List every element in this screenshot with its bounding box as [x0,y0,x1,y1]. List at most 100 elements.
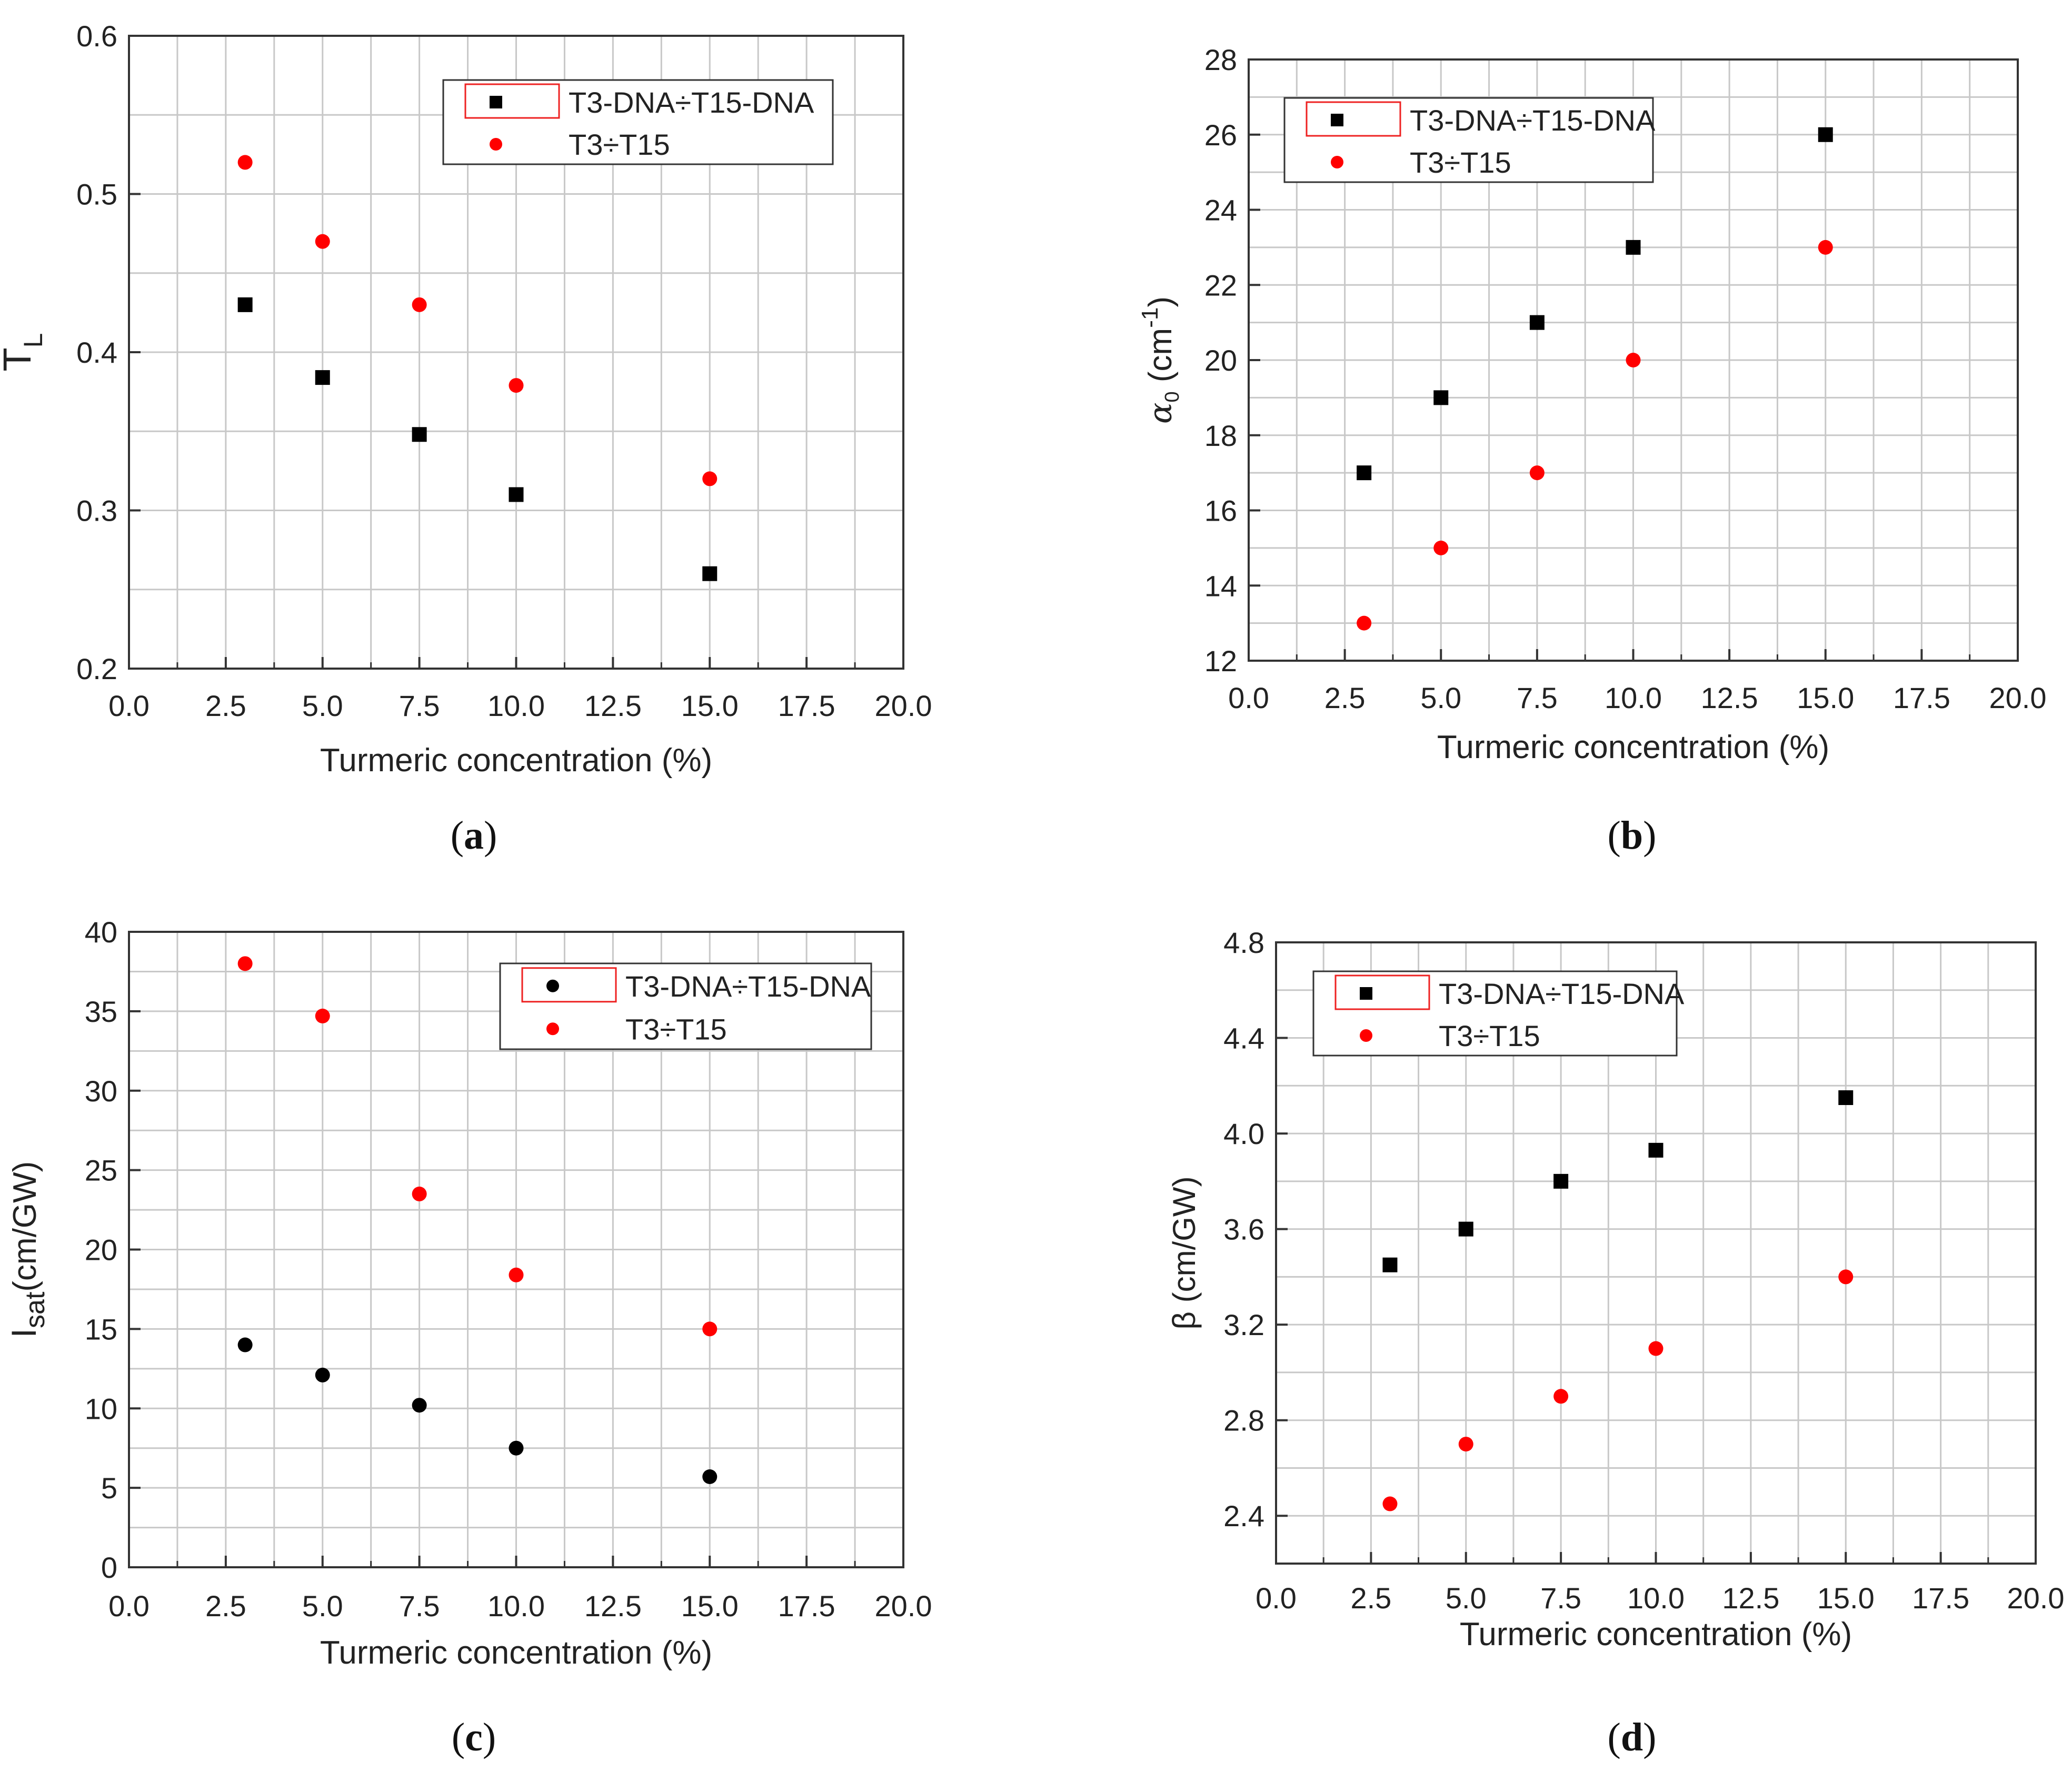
legend: T3-DNA÷T15-DNA T3÷T15 [499,962,872,1050]
chart-panel-c: 0.0 2.5 5.0 7.5 10.0 12.5 15.0 17.5 20.0 0 5 10 15 20… [4,916,932,1759]
data-point-square [315,370,330,385]
x-axis-title: Turmeric concentration (%) [320,742,712,779]
legend-label: T3-DNA÷T15-DNA [625,970,871,1003]
x-axis-title: Turmeric concentration (%) [1437,729,1829,765]
caption-paren-close: ) [483,1715,496,1759]
series-1 [237,297,718,581]
caption-letter: d [1621,1715,1643,1759]
y-tick-label: 0.3 [76,494,117,528]
legend-highlight-box [521,967,617,1003]
legend-marker-circle [1331,156,1343,168]
y-axis-title: TL [0,333,48,371]
y-axis-title-sub: sat [20,1291,51,1328]
legend-label: T3÷T15 [1410,146,1511,179]
y-tick-label: 16 [1204,494,1237,528]
x-tick-label: 5.0 [1420,681,1461,714]
y-axis-title-unit: (cm/GW) [7,1161,43,1292]
x-tick-label: 5.0 [1446,1581,1487,1615]
y-tick-label: 14 [1204,569,1237,602]
data-point-circle [1838,1269,1854,1285]
y-tick-label: 20 [85,1233,117,1267]
caption-letter: c [465,1715,483,1759]
x-tick-label: 2.5 [1324,681,1366,714]
y-tick-label: 24 [1204,194,1237,227]
y-tick-label: 0.6 [76,19,117,53]
y-tick-label: 18 [1204,419,1237,452]
x-tick-label: 20.0 [2007,1581,2065,1615]
x-tick-label: 10.0 [1627,1581,1685,1615]
data-point-square [412,427,427,442]
x-tick-label: 15.0 [681,1589,739,1623]
x-tick-label: 5.0 [302,1589,343,1623]
y-tick-label: 4.4 [1223,1022,1264,1055]
data-point-square [1818,127,1833,142]
caption-paren-open: ( [1608,813,1621,858]
data-point-square [509,487,524,502]
legend: T3-DNA÷T15-DNA T3÷T15 [442,79,834,165]
data-point-circle [1553,1389,1569,1404]
legend-box [442,79,834,165]
legend-label: T3-DNA÷T15-DNA [569,86,814,119]
y-tick-label: 26 [1204,118,1237,152]
series-2 [1382,1269,1854,1511]
x-tick-label: 2.5 [1350,1581,1391,1615]
x-tick-label: 10.0 [487,1589,545,1623]
y-axis-title-main: α [1142,402,1179,424]
series-2 [237,155,718,486]
data-point-circle [1529,465,1545,481]
caption-letter: a [464,813,484,858]
y-axis-title: Isat(cm/GW) [4,1161,51,1338]
x-tick-label: 0.0 [108,689,150,722]
y-axis-title: α0 (cm-1) [1137,296,1183,424]
legend-label: T3÷T15 [569,128,670,161]
x-tick-label: 12.5 [1722,1581,1779,1615]
x-tick-label: 20.0 [875,1589,932,1623]
caption-paren-close: ) [1643,813,1656,858]
x-tick-label: 5.0 [302,689,343,722]
y-tick-label: 4.8 [1223,926,1264,959]
data-point-circle [1626,353,1641,367]
series-1 [1382,1090,1854,1272]
legend-highlight-box [1334,974,1430,1010]
series-2 [1357,240,1833,631]
x-axis-title: Turmeric concentration (%) [1460,1616,1852,1653]
caption-paren-close: ) [1643,1715,1656,1759]
y-tick-label: 0.4 [76,336,117,369]
y-tick-label: 10 [85,1392,117,1425]
data-point-circle [315,234,330,249]
legend-label: T3÷T15 [625,1012,727,1046]
x-tick-label: 2.5 [205,1589,246,1623]
y-axis-title-main: β (cm/GW) [1167,1176,1202,1329]
data-point-circle [1458,1437,1473,1452]
data-point-circle [412,297,427,312]
y-tick-label: 2.4 [1223,1499,1264,1533]
data-point-circle [237,1337,253,1352]
legend-marker-circle [546,979,559,992]
data-point-circle [315,1008,330,1023]
caption-letter: b [1621,813,1643,858]
chart-panel-b: 0.0 2.5 5.0 7.5 10.0 12.5 15.0 17.5 20.0 12 14 16 18… [1137,43,2047,858]
panel-caption: (c) [452,1715,496,1759]
data-point-circle [1433,540,1449,555]
y-tick-label: 12 [1204,644,1237,678]
data-point-square [1648,1142,1663,1158]
data-point-square [1553,1173,1569,1189]
data-point-circle [509,1440,524,1456]
legend-highlight-box [464,83,560,119]
legend-marker-square [1331,114,1343,126]
y-tick-label: 22 [1204,268,1237,302]
y-tick-label: 4.0 [1223,1117,1264,1150]
x-tick-label: 15.0 [1817,1581,1875,1615]
y-tick-label: 30 [85,1074,117,1108]
y-axis-title-close: ) [1142,296,1179,307]
x-tick-label: 12.5 [584,1589,642,1623]
panel-caption: (b) [1608,813,1657,858]
legend: T3-DNA÷T15-DNA T3÷T15 [1312,970,1685,1057]
data-point-circle [412,1186,427,1201]
data-point-circle [509,1267,524,1282]
data-point-circle [1818,240,1833,255]
panel-caption: (a) [451,813,497,858]
x-tick-label: 7.5 [399,1589,440,1623]
y-tick-label: 0.2 [76,652,117,685]
